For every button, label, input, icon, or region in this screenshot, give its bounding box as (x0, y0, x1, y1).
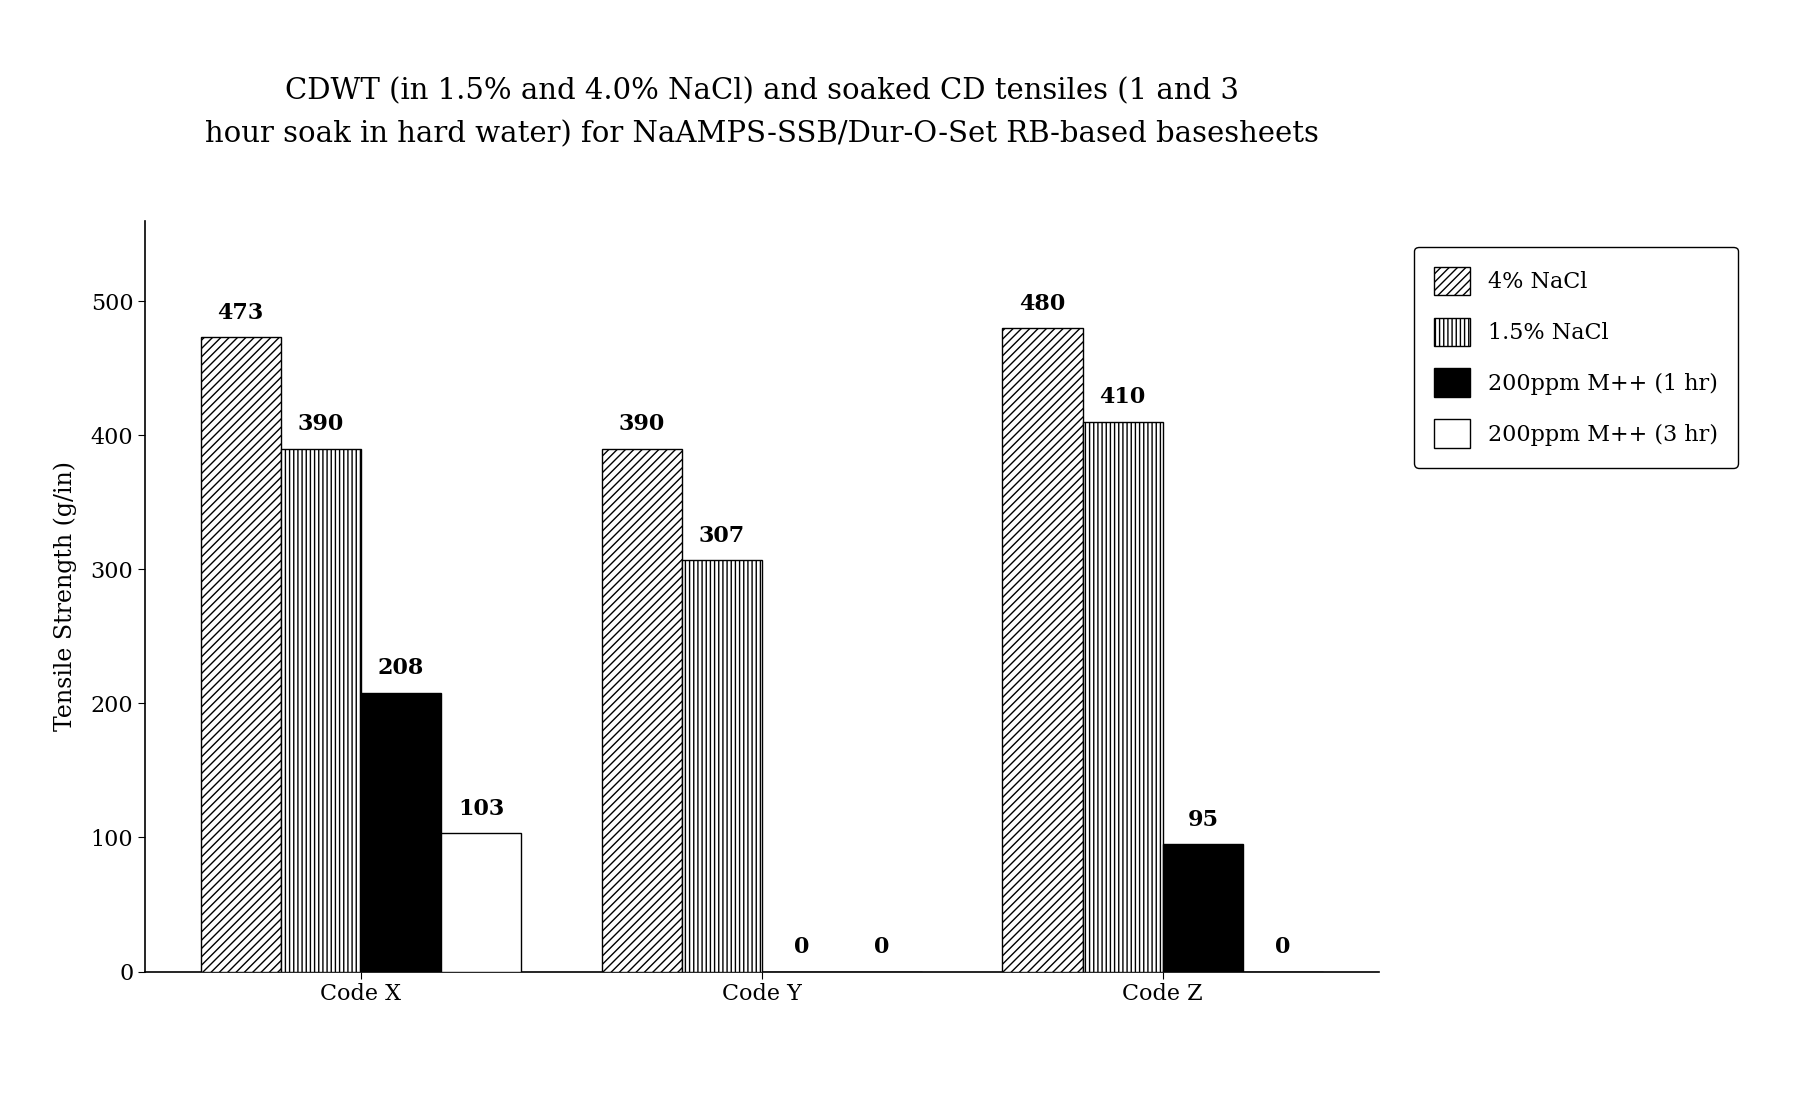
Text: 410: 410 (1099, 386, 1146, 408)
Text: 95: 95 (1188, 809, 1219, 830)
Text: 0: 0 (1275, 936, 1292, 958)
Text: 208: 208 (377, 657, 424, 679)
Bar (201, 338, 281, 972)
Text: 307: 307 (698, 524, 746, 546)
Text: 0: 0 (874, 936, 891, 958)
Legend: 4% NaCl, 1.5% NaCl, 200ppm M++ (1 hr), 200ppm M++ (3 hr): 4% NaCl, 1.5% NaCl, 200ppm M++ (1 hr), 2… (1415, 247, 1738, 468)
Text: 390: 390 (619, 413, 664, 435)
Bar (682, 560, 762, 972)
Text: 473: 473 (218, 302, 263, 325)
Text: 390: 390 (297, 413, 345, 435)
Text: 480: 480 (1019, 293, 1065, 315)
Bar (281, 448, 361, 972)
Text: CDWT (in 1.5% and 4.0% NaCl) and soaked CD tensiles (1 and 3
hour soak in hard w: CDWT (in 1.5% and 4.0% NaCl) and soaked … (205, 77, 1319, 149)
Bar (1163, 845, 1243, 972)
Y-axis label: Tensile Strength (g/in): Tensile Strength (g/in) (53, 461, 76, 731)
Bar (361, 692, 441, 972)
Bar (1003, 328, 1083, 972)
Bar (1083, 422, 1163, 972)
Bar (441, 834, 521, 972)
Text: 0: 0 (795, 936, 809, 958)
Bar (602, 448, 682, 972)
Text: 103: 103 (459, 798, 504, 820)
